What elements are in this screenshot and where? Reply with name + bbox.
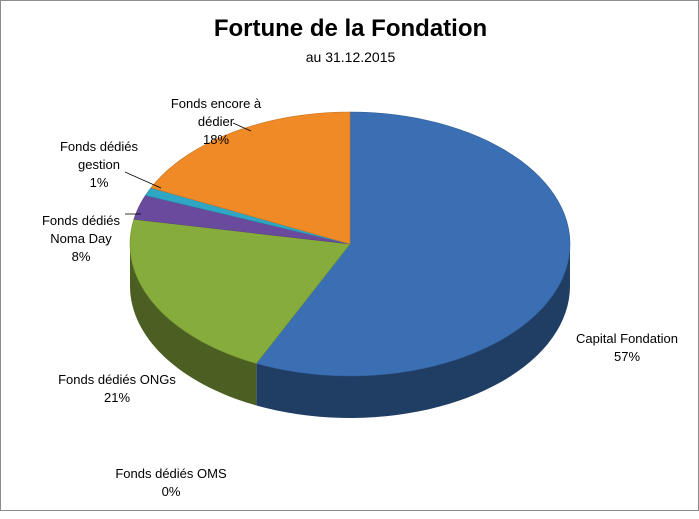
slice-label-text: Fonds dédiés gestion bbox=[59, 139, 139, 172]
slice-pct-text: 21% bbox=[103, 390, 131, 405]
slice-label-text: Fonds dédiés ONGs bbox=[58, 372, 176, 387]
label-fonds-dedies-noma-day: Fonds dédiés Noma Day 8% bbox=[33, 194, 129, 284]
chart-title: Fortune de la Fondation bbox=[213, 15, 488, 42]
label-fonds-dedies-oms: Fonds dédiés OMS 0% bbox=[101, 447, 241, 519]
chart-subtitle: au 31.12.2015 bbox=[305, 49, 396, 65]
slice-pct-text: 18% bbox=[202, 132, 230, 147]
pie-top bbox=[129, 111, 571, 377]
leader-line-0 bbox=[232, 122, 252, 132]
slice-pct-text: 57% bbox=[613, 349, 641, 364]
label-fonds-dedies-gestion: Fonds dédiés gestion 1% bbox=[51, 120, 147, 210]
pie-sides bbox=[130, 244, 570, 418]
label-fonds-dedies-ongs: Fonds dédiés ONGs 21% bbox=[37, 353, 197, 425]
slice-pct-text: 8% bbox=[71, 249, 91, 264]
slice-pct-text: 0% bbox=[161, 484, 181, 499]
slice-label-text: Fonds dédiés Noma Day bbox=[41, 213, 121, 246]
slice-2 bbox=[129, 218, 351, 364]
slice-label-text: Fonds dédiés OMS bbox=[115, 466, 227, 481]
slice-label-text: Fonds encore à dédier bbox=[170, 96, 262, 129]
label-capital-fondation: Capital Fondation 57% bbox=[557, 312, 697, 384]
leader-line-1 bbox=[124, 171, 162, 189]
slice-label-text: Capital Fondation bbox=[576, 331, 678, 346]
slice-pct-text: 1% bbox=[89, 175, 109, 190]
slice-side-2 bbox=[130, 244, 257, 406]
slice-0 bbox=[255, 111, 571, 377]
slice-5 bbox=[150, 111, 351, 245]
slice-4 bbox=[144, 187, 351, 245]
slice-side-0 bbox=[256, 244, 570, 418]
slice-3 bbox=[133, 195, 351, 245]
label-fonds-encore-a-dedier: Fonds encore à dédier 18% bbox=[161, 77, 271, 167]
